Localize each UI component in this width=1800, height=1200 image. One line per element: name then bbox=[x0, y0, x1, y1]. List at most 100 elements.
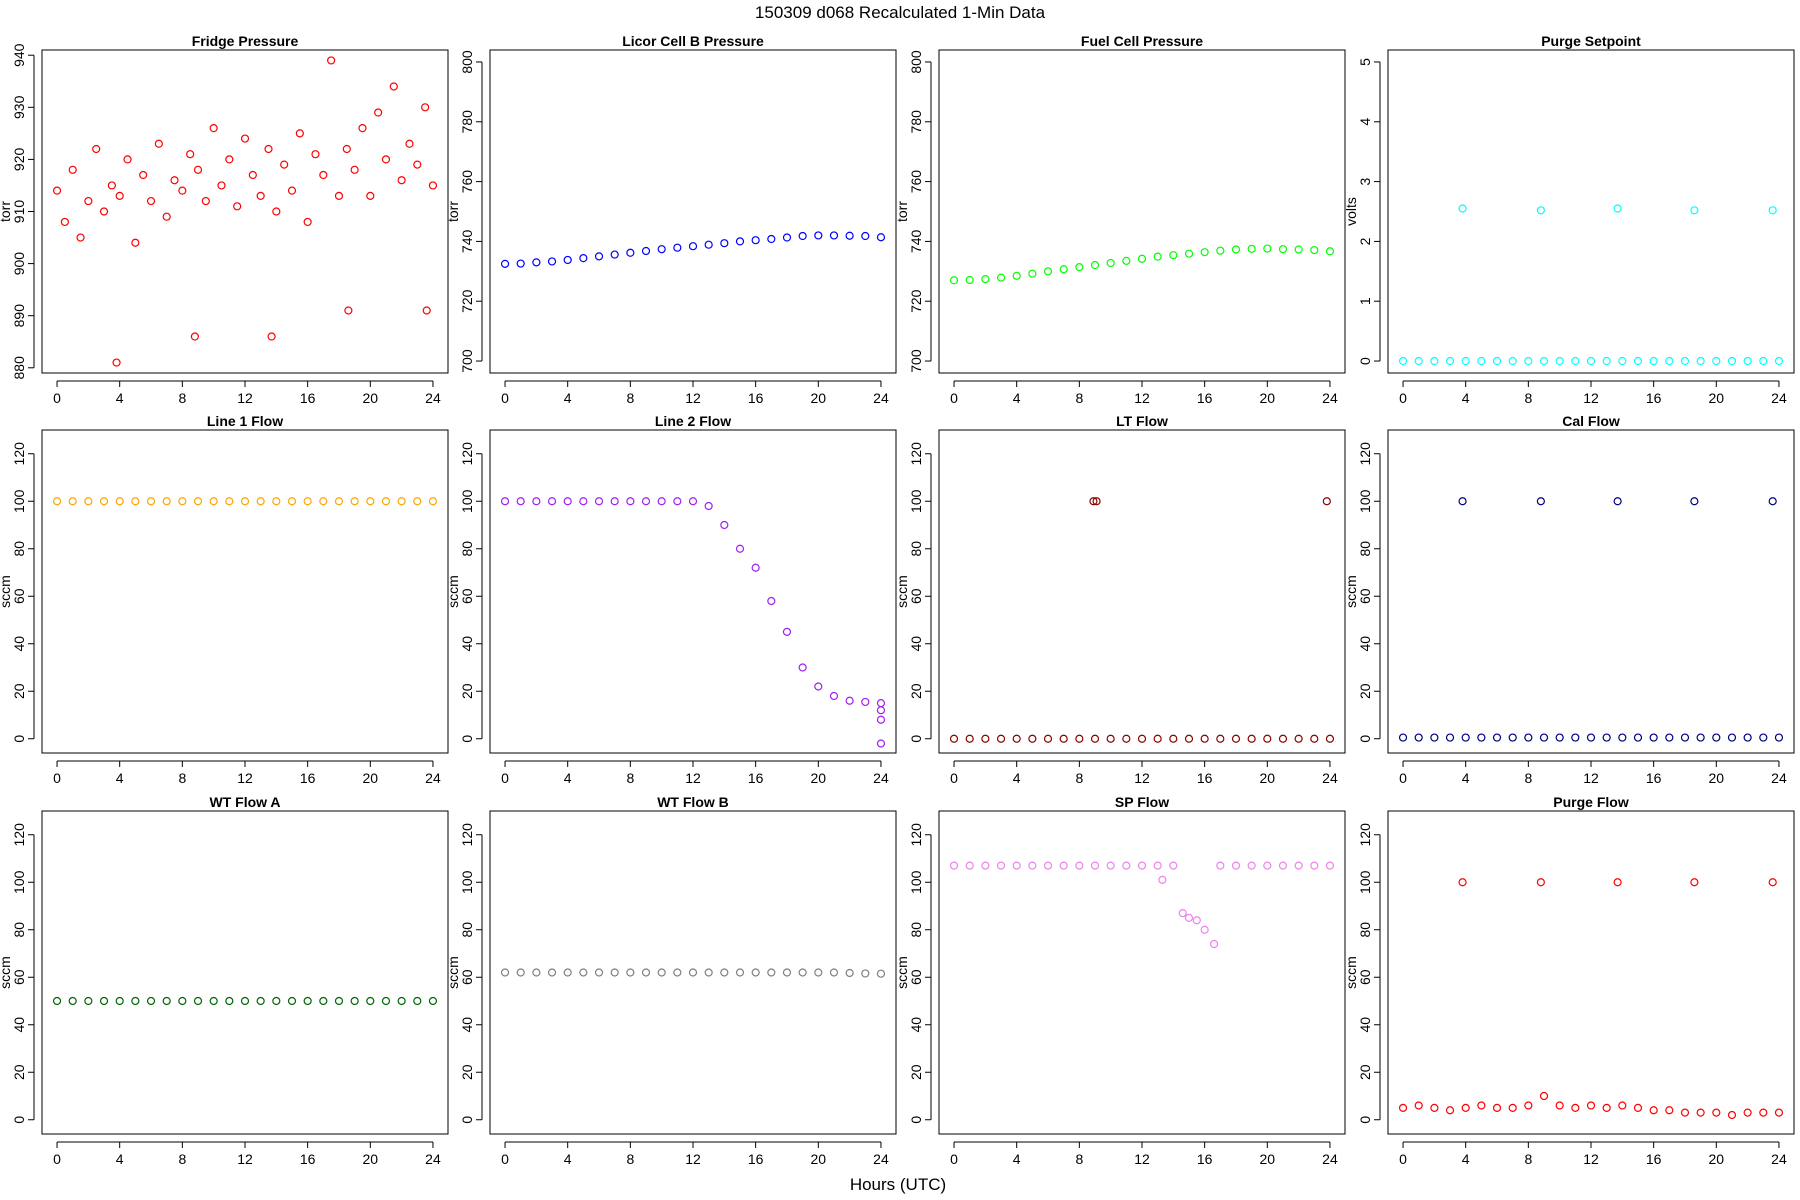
point bbox=[1430, 356, 1439, 366]
point bbox=[1524, 1101, 1533, 1110]
point bbox=[1539, 356, 1549, 366]
point bbox=[1680, 1108, 1690, 1117]
x-tick-label: 8 bbox=[178, 390, 186, 406]
point bbox=[1231, 734, 1241, 743]
point bbox=[1586, 356, 1596, 366]
point bbox=[1571, 1103, 1580, 1112]
y-tick-label: 40 bbox=[1357, 636, 1373, 652]
y-tick-label: 60 bbox=[1357, 969, 1373, 985]
point bbox=[735, 544, 745, 553]
y-tick-label: 40 bbox=[908, 1017, 924, 1033]
point bbox=[319, 170, 328, 180]
point bbox=[594, 497, 604, 506]
y-tick-label: 100 bbox=[908, 489, 924, 513]
x-tick-label: 0 bbox=[501, 770, 509, 786]
point bbox=[516, 497, 525, 506]
x-tick-label: 16 bbox=[748, 770, 764, 786]
y-tick-label: 890 bbox=[11, 304, 27, 328]
y-tick-label: 120 bbox=[459, 823, 475, 847]
y-tick-label: 40 bbox=[1357, 1017, 1373, 1033]
x-tick-label: 20 bbox=[811, 770, 827, 786]
point bbox=[52, 186, 62, 195]
y-tick-label: 100 bbox=[11, 489, 27, 513]
y-axis-label: sccm bbox=[894, 956, 910, 989]
point bbox=[1743, 733, 1752, 742]
point bbox=[1727, 733, 1737, 742]
panel-title: Cal Flow bbox=[1562, 413, 1620, 429]
x-tick-label: 20 bbox=[1260, 1151, 1276, 1167]
point bbox=[178, 996, 187, 1006]
x-tick-label: 24 bbox=[1322, 1151, 1338, 1167]
point bbox=[366, 497, 375, 506]
y-tick-label: 20 bbox=[11, 1064, 27, 1080]
point bbox=[547, 968, 557, 977]
point bbox=[1690, 206, 1699, 215]
point bbox=[547, 497, 557, 506]
point bbox=[76, 233, 85, 242]
y-tick-label: 940 bbox=[11, 43, 27, 67]
point bbox=[996, 734, 1006, 743]
point bbox=[1712, 733, 1721, 742]
point bbox=[162, 212, 171, 221]
point bbox=[1184, 249, 1194, 258]
point bbox=[1539, 1091, 1549, 1101]
point bbox=[350, 497, 359, 506]
point bbox=[861, 969, 870, 978]
y-axis-label: torr bbox=[445, 201, 461, 222]
point bbox=[1586, 733, 1596, 742]
x-tick-label: 8 bbox=[626, 770, 634, 786]
point bbox=[1209, 939, 1219, 949]
point bbox=[1075, 861, 1084, 870]
point bbox=[751, 236, 760, 245]
point bbox=[1508, 733, 1517, 742]
y-tick-label: 0 bbox=[1357, 1116, 1373, 1124]
point bbox=[1310, 734, 1319, 743]
point bbox=[397, 497, 406, 506]
point bbox=[547, 257, 557, 266]
y-tick-label: 740 bbox=[459, 230, 475, 254]
point bbox=[1247, 244, 1256, 253]
y-tick-label: 60 bbox=[459, 588, 475, 604]
point bbox=[641, 246, 651, 256]
point bbox=[1122, 734, 1131, 743]
panel-title: SP Flow bbox=[1115, 794, 1169, 810]
point bbox=[949, 276, 959, 285]
y-tick-label: 0 bbox=[11, 735, 27, 743]
y-axis-label: torr bbox=[0, 201, 13, 222]
x-tick-label: 8 bbox=[1075, 1151, 1083, 1167]
point bbox=[1184, 913, 1194, 922]
plot-frame bbox=[1387, 49, 1795, 374]
point bbox=[767, 968, 776, 977]
x-tick-label: 24 bbox=[425, 1151, 441, 1167]
y-tick-label: 40 bbox=[11, 1017, 27, 1033]
plot-frame bbox=[41, 429, 449, 754]
y-axis-label: torr bbox=[894, 201, 910, 222]
x-tick-label: 12 bbox=[237, 770, 253, 786]
point bbox=[1477, 356, 1486, 366]
point bbox=[1106, 258, 1115, 268]
y-tick-label: 0 bbox=[11, 1116, 27, 1124]
y-tick-label: 80 bbox=[459, 922, 475, 938]
point bbox=[876, 699, 886, 708]
point bbox=[1216, 861, 1225, 870]
point bbox=[112, 358, 121, 367]
point bbox=[1153, 734, 1162, 743]
plot-frame bbox=[1387, 810, 1795, 1135]
y-tick-label: 700 bbox=[459, 349, 475, 373]
plot-frame bbox=[938, 810, 1346, 1135]
point bbox=[751, 968, 760, 977]
point bbox=[1492, 733, 1502, 742]
point bbox=[413, 160, 422, 169]
point bbox=[139, 170, 148, 180]
point bbox=[209, 497, 218, 506]
point bbox=[154, 139, 163, 148]
point bbox=[1430, 1103, 1439, 1112]
x-tick-label: 0 bbox=[950, 390, 958, 406]
point bbox=[397, 996, 406, 1006]
point bbox=[240, 134, 250, 143]
x-tick-label: 8 bbox=[626, 1151, 634, 1167]
panel-title: WT Flow B bbox=[657, 794, 729, 810]
point bbox=[422, 306, 431, 315]
point bbox=[861, 231, 870, 241]
point bbox=[563, 968, 572, 977]
